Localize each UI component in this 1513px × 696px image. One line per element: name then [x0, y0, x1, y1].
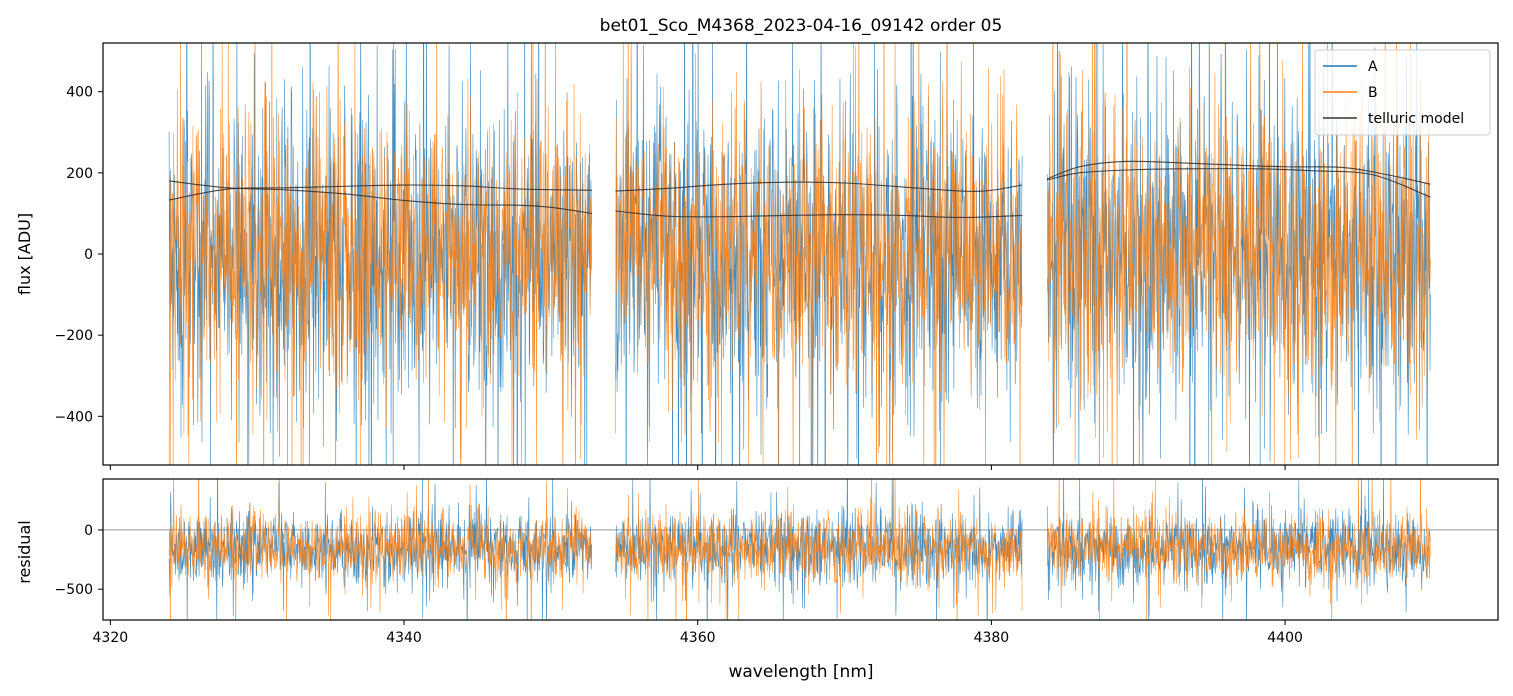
residual-series-b-segment-2: [615, 479, 1023, 620]
flux-series-b-segment-1: [168, 43, 593, 465]
legend-label-model: telluric model: [1368, 111, 1464, 127]
flux-y-tick-label: 200: [66, 166, 93, 182]
legend-box: [1314, 49, 1491, 136]
residual-x-tick-label: 4360: [680, 630, 716, 646]
telluric-model-curve-6: [1046, 160, 1431, 185]
telluric-model-curve-5: [1047, 168, 1431, 198]
residual-y-ticks: −500 0: [55, 523, 103, 598]
flux-y-ticks: −400 −200 0 200 400: [55, 85, 103, 425]
residual-series-a-segment-3: [1046, 479, 1431, 620]
telluric-model-curve-2: [168, 184, 592, 201]
residual-x-tick-label: 4340: [386, 630, 422, 646]
residual-series-b-segment-1: [168, 479, 593, 620]
legend: A B telluric model: [1314, 49, 1491, 136]
flux-y-tick-label: 400: [66, 85, 93, 101]
residual-panel: −500 0 4320 4340 4360 4380 4400 residual wave…: [15, 478, 1499, 682]
flux-y-tick-label: −200: [55, 328, 93, 344]
residual-x-tick-label: 4320: [93, 630, 129, 646]
residual-y-tick-label: 0: [84, 523, 93, 539]
flux-y-tick-label: −400: [55, 409, 93, 425]
figure-title: bet01_Sco_M4368_2023-04-16_09142 order 0…: [600, 16, 1003, 36]
legend-label-a: A: [1368, 59, 1378, 75]
flux-series-b-segment-3: [1046, 43, 1431, 465]
residual-y-axis-label: residual: [15, 520, 34, 583]
telluric-model-curve-4: [615, 181, 1023, 192]
flux-panel: −400 −200 0 200 400 flux [ADU] A B telluric …: [15, 42, 1499, 470]
flux-y-tick-label: 0: [84, 247, 93, 263]
residual-plot-area: [103, 479, 1498, 620]
residual-panel-frame: [102, 478, 1499, 621]
telluric-model-curve-1: [169, 180, 593, 214]
x-axis-label: wavelength [nm]: [728, 662, 873, 682]
flux-plot-area: [168, 43, 1431, 465]
residual-y-tick-label: −500: [55, 582, 93, 598]
telluric-model-curve-3: [615, 210, 1023, 219]
flux-y-axis-label: flux [ADU]: [15, 213, 34, 295]
residual-series-b-segment-3: [1046, 479, 1431, 620]
residual-x-tick-label: 4380: [974, 630, 1010, 646]
legend-label-b: B: [1368, 85, 1378, 101]
flux-x-ticks: [109, 465, 1286, 470]
residual-x-tick-label: 4400: [1267, 630, 1303, 646]
residual-x-ticks: 4320 4340 4360 4380 4400: [93, 620, 1303, 646]
